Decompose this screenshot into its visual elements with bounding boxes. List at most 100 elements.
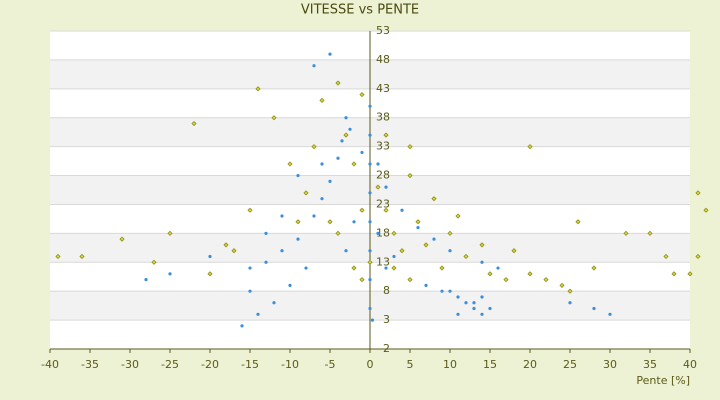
point — [687, 271, 693, 277]
x-tick-label: -10 — [281, 358, 299, 371]
point — [456, 312, 460, 316]
point — [415, 219, 421, 225]
point — [191, 120, 197, 127]
point — [368, 249, 372, 253]
point — [370, 318, 374, 322]
point — [695, 190, 701, 196]
point — [472, 306, 476, 311]
point — [359, 92, 365, 98]
y-tick-label: 3 — [383, 313, 390, 326]
point — [296, 173, 300, 178]
x-tick-label: -25 — [161, 358, 179, 371]
point — [247, 207, 253, 213]
x-axis-title: Pente [%] — [636, 374, 690, 387]
x-tick-label: 40 — [683, 358, 697, 371]
x-tick-label: 25 — [563, 358, 577, 371]
point — [348, 127, 352, 131]
y-tick-label: 43 — [376, 82, 390, 95]
y-tick-label: 33 — [376, 140, 390, 153]
point — [568, 301, 572, 305]
point — [303, 190, 309, 196]
y-tick-label: 53 — [376, 24, 390, 37]
point — [472, 301, 476, 305]
point — [448, 289, 452, 293]
point — [431, 196, 437, 202]
point — [511, 248, 517, 254]
x-tick-label: -15 — [241, 358, 259, 371]
point — [487, 271, 493, 277]
point — [399, 248, 405, 254]
point — [368, 104, 372, 108]
point — [368, 133, 372, 137]
point — [328, 52, 332, 56]
point — [527, 144, 533, 150]
point — [391, 230, 397, 236]
point — [663, 253, 669, 260]
point — [623, 230, 629, 236]
point — [167, 230, 173, 236]
point — [352, 220, 356, 224]
point — [703, 207, 709, 213]
point — [272, 301, 276, 305]
point — [416, 225, 420, 230]
x-tick-label: -20 — [201, 358, 219, 371]
point — [559, 282, 565, 288]
point — [223, 242, 229, 248]
point — [591, 265, 597, 271]
point — [496, 266, 500, 270]
point — [488, 306, 492, 311]
point — [320, 197, 324, 201]
point — [340, 139, 344, 143]
point — [319, 97, 325, 103]
point — [344, 249, 348, 253]
point — [55, 253, 61, 260]
point — [119, 236, 125, 242]
point — [391, 265, 397, 271]
point — [335, 80, 341, 86]
point — [248, 266, 252, 270]
x-tick-label: 20 — [523, 358, 537, 371]
point — [280, 249, 284, 253]
point — [231, 248, 237, 254]
point — [351, 161, 357, 167]
point — [384, 185, 388, 189]
point — [295, 219, 301, 225]
point — [407, 144, 413, 150]
point — [327, 219, 333, 225]
x-tick-label: 15 — [483, 358, 497, 371]
point — [264, 231, 268, 235]
y-tick-label: 18 — [376, 226, 390, 239]
point — [168, 272, 172, 276]
point — [288, 283, 292, 287]
y-tick-label: 13 — [376, 255, 390, 268]
point — [383, 207, 389, 213]
y-tick-label: 38 — [376, 111, 390, 124]
x-tick-label: 10 — [443, 358, 457, 371]
point — [336, 156, 340, 160]
point — [312, 64, 316, 68]
point — [695, 253, 701, 260]
point — [376, 162, 380, 166]
point — [344, 116, 348, 120]
point — [447, 230, 453, 236]
point — [543, 277, 549, 283]
point — [608, 312, 612, 316]
point — [280, 214, 284, 218]
x-tick-label: 35 — [643, 358, 657, 371]
x-tick-label: -35 — [81, 358, 99, 371]
point — [671, 271, 677, 277]
point — [296, 237, 300, 241]
point — [448, 249, 452, 253]
point — [328, 179, 332, 183]
y-tick-label: 8 — [383, 284, 390, 297]
point — [423, 242, 429, 248]
point — [440, 289, 444, 293]
point — [503, 277, 509, 283]
point — [480, 295, 484, 299]
x-tick-label: 0 — [367, 358, 374, 371]
point — [432, 237, 436, 241]
point — [311, 144, 317, 150]
point — [320, 162, 324, 166]
point — [407, 277, 413, 283]
